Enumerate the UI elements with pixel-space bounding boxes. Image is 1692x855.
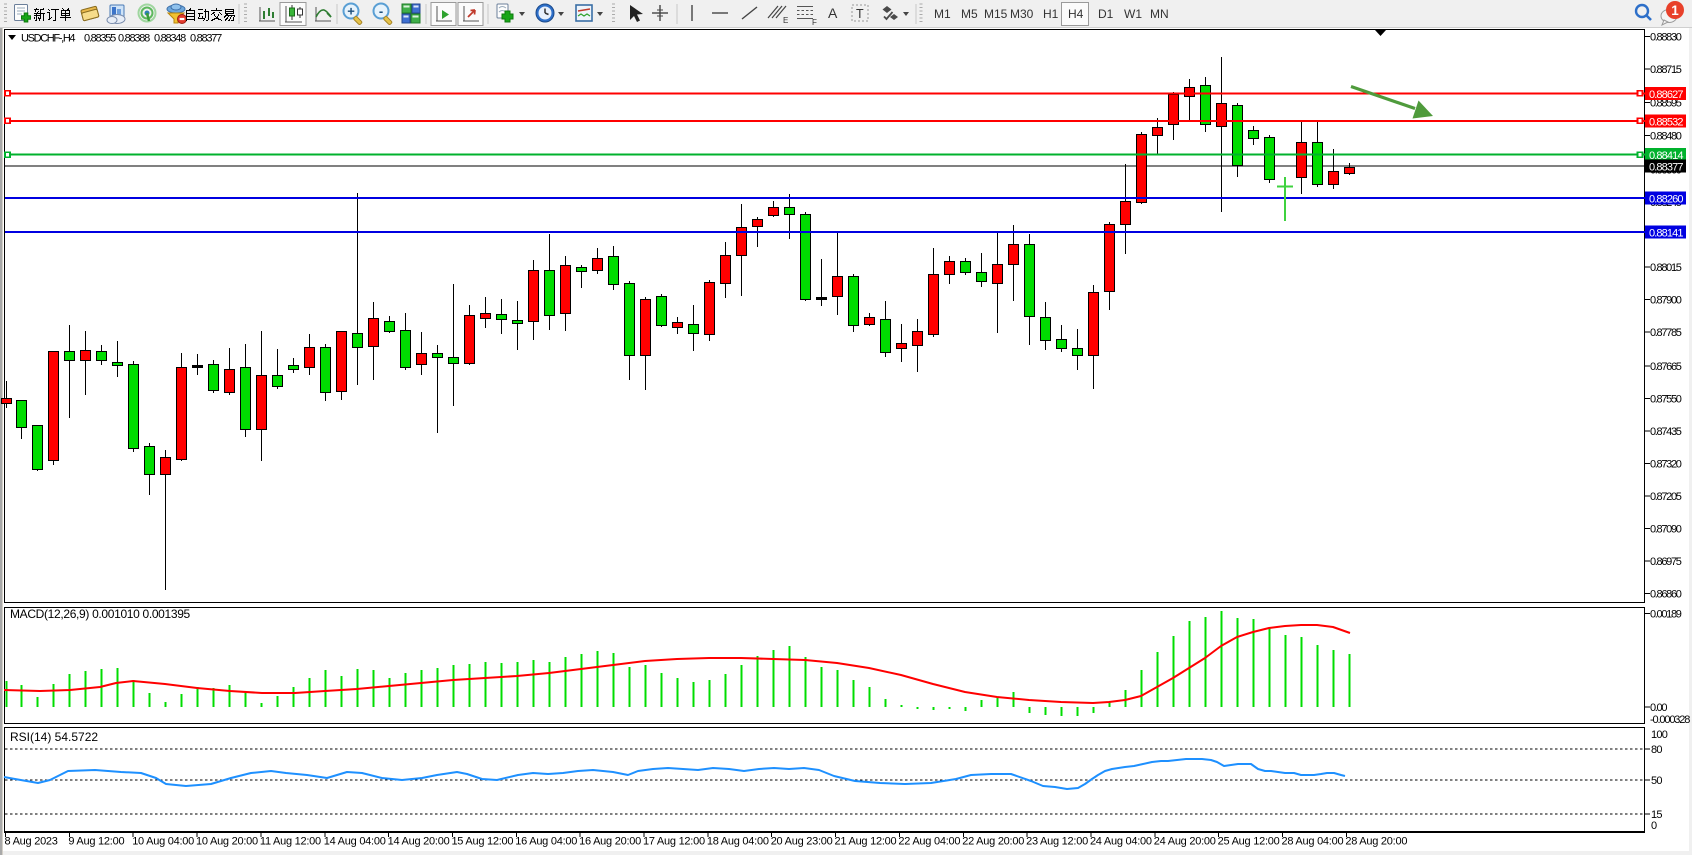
svg-text:0.88260: 0.88260	[1649, 194, 1683, 206]
svg-text:22 Aug 04:00: 22 Aug 04:00	[898, 836, 960, 848]
svg-text:-0.000328: -0.000328	[1650, 714, 1690, 726]
svg-text:0.87665: 0.87665	[1650, 361, 1682, 373]
svg-text:8 Aug 2023: 8 Aug 2023	[5, 836, 58, 848]
svg-text:0.87090: 0.87090	[1650, 524, 1682, 536]
svg-text:23 Aug 12:00: 23 Aug 12:00	[1026, 836, 1088, 848]
svg-text:T: T	[856, 7, 864, 21]
svg-text:-: -	[379, 4, 383, 19]
svg-text:F: F	[812, 18, 817, 27]
svg-text:15: 15	[1651, 809, 1662, 821]
svg-text:0.88377: 0.88377	[1649, 161, 1683, 173]
svg-text:80: 80	[1651, 744, 1662, 756]
svg-text:0.88595: 0.88595	[1650, 98, 1682, 110]
svg-text:20 Aug 23:00: 20 Aug 23:00	[771, 836, 833, 848]
svg-text:22 Aug 20:00: 22 Aug 20:00	[962, 836, 1024, 848]
svg-text:17 Aug 12:00: 17 Aug 12:00	[643, 836, 705, 848]
svg-text:11 Aug 12:00: 11 Aug 12:00	[260, 836, 321, 848]
svg-text:0.88414: 0.88414	[1649, 150, 1683, 162]
svg-text:USDCHF-,H4: USDCHF-,H4	[21, 33, 75, 45]
svg-text:0.00: 0.00	[1650, 702, 1667, 714]
svg-text:+: +	[347, 4, 355, 19]
svg-text:0.88627: 0.88627	[1649, 89, 1683, 101]
svg-text:0.88348: 0.88348	[154, 33, 186, 45]
svg-text:RSI(14) 54.5722: RSI(14) 54.5722	[10, 730, 98, 744]
svg-text:24 Aug 04:00: 24 Aug 04:00	[1090, 836, 1152, 848]
svg-text:A: A	[828, 5, 838, 21]
svg-text:21 Aug 12:00: 21 Aug 12:00	[835, 836, 897, 848]
svg-text:0.00189: 0.00189	[1650, 609, 1682, 621]
svg-text:24 Aug 20:00: 24 Aug 20:00	[1154, 836, 1216, 848]
svg-text:0.88015: 0.88015	[1650, 262, 1682, 274]
svg-text:0.87900: 0.87900	[1650, 295, 1682, 307]
svg-text:28 Aug 04:00: 28 Aug 04:00	[1282, 836, 1344, 848]
svg-text:MACD(12,26,9) 0.001010 0.00139: MACD(12,26,9) 0.001010 0.001395	[10, 607, 191, 621]
svg-text:0.88355: 0.88355	[84, 33, 116, 45]
svg-text:0.87785: 0.87785	[1650, 327, 1682, 339]
svg-text:14 Aug 04:00: 14 Aug 04:00	[324, 836, 386, 848]
svg-text:25 Aug 12:00: 25 Aug 12:00	[1218, 836, 1280, 848]
svg-text:10 Aug 04:00: 10 Aug 04:00	[132, 836, 194, 848]
svg-text:0.87550: 0.87550	[1650, 394, 1682, 406]
svg-text:0.88830: 0.88830	[1650, 32, 1682, 44]
svg-text:0.87205: 0.87205	[1650, 491, 1682, 503]
svg-text:0.88480: 0.88480	[1650, 131, 1682, 143]
svg-text:0: 0	[1651, 820, 1657, 832]
svg-text:1: 1	[1671, 3, 1679, 18]
svg-text:0.88388: 0.88388	[118, 33, 150, 45]
svg-text:0.88377: 0.88377	[190, 33, 222, 45]
svg-text:28 Aug 20:00: 28 Aug 20:00	[1345, 836, 1407, 848]
svg-text:0.86860: 0.86860	[1650, 589, 1682, 601]
svg-text:0.86975: 0.86975	[1650, 556, 1682, 568]
svg-text:50: 50	[1651, 775, 1662, 787]
svg-text:14 Aug 20:00: 14 Aug 20:00	[388, 836, 450, 848]
svg-text:100: 100	[1651, 729, 1668, 741]
svg-text:0.87320: 0.87320	[1650, 459, 1682, 471]
svg-text:0.88532: 0.88532	[1649, 116, 1683, 128]
svg-text:0.88141: 0.88141	[1649, 228, 1683, 240]
svg-text:10 Aug 20:00: 10 Aug 20:00	[196, 836, 258, 848]
svg-text:E: E	[783, 16, 788, 25]
svg-text:16 Aug 20:00: 16 Aug 20:00	[579, 836, 641, 848]
svg-text:16 Aug 04:00: 16 Aug 04:00	[515, 836, 577, 848]
svg-text:9 Aug 12:00: 9 Aug 12:00	[68, 836, 124, 848]
svg-text:0.88715: 0.88715	[1650, 64, 1682, 76]
svg-text:0.87435: 0.87435	[1650, 426, 1682, 438]
svg-text:15 Aug 12:00: 15 Aug 12:00	[451, 836, 513, 848]
svg-text:18 Aug 04:00: 18 Aug 04:00	[707, 836, 769, 848]
